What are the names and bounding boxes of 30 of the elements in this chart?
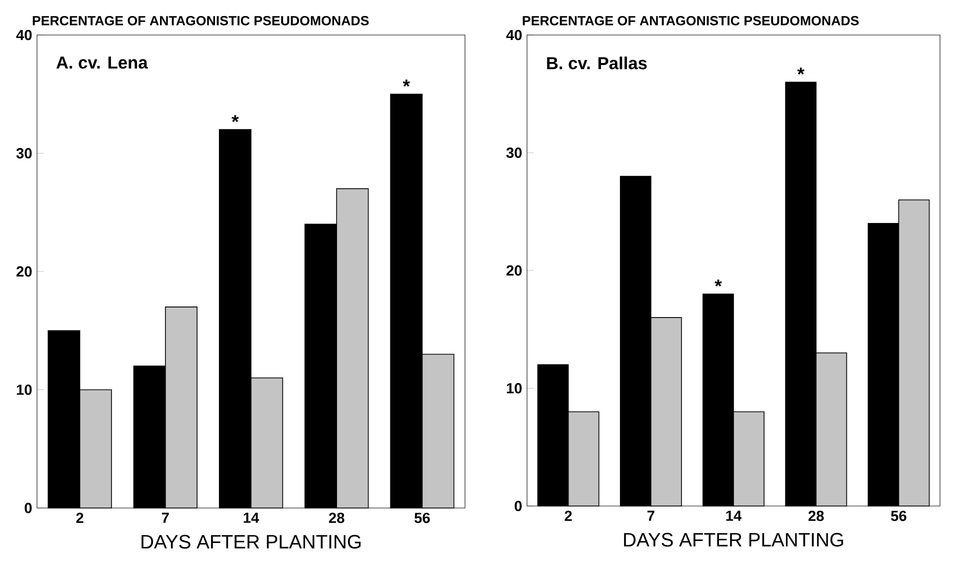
y-tick-label: 40: [16, 30, 32, 40]
annotation: *: [797, 68, 804, 75]
x-tick-label: 28: [328, 512, 344, 524]
x-tick-label: 14: [726, 510, 742, 521]
annotation: B. cv. Pallas: [547, 56, 647, 70]
y-tick-label: 20: [16, 266, 32, 277]
x-tick-label: 2: [564, 510, 572, 521]
x-tick-label: 7: [162, 512, 169, 523]
x-tick-label: 2: [76, 512, 84, 523]
y-axis-title: PERCENTAGE OF ANTAGONISTIC PSEUDOMONADS: [32, 16, 369, 26]
y-tick-label: 30: [16, 148, 32, 158]
x-tick-label: 28: [808, 510, 824, 522]
y-axis-title: PERCENTAGE OF ANTAGONISTIC PSEUDOMONADS: [522, 16, 859, 26]
annotation: *: [714, 280, 722, 287]
y-tick-label: 20: [506, 265, 522, 276]
annotation: *: [402, 80, 410, 87]
y-tick-label: 10: [506, 383, 522, 394]
x-tick-label: 56: [414, 512, 430, 524]
x-tick-label: 14: [244, 512, 260, 523]
y-tick-label: 30: [506, 148, 522, 158]
y-tick-label: 0: [24, 502, 32, 514]
x-tick-label: 56: [891, 510, 906, 522]
annotation: *: [232, 115, 239, 122]
annotation: A. cv. Lena: [56, 56, 148, 69]
x-tick-label: 7: [647, 510, 654, 521]
y-tick-label: 10: [16, 384, 32, 395]
x-axis-title: DAYS AFTER PLANTING: [624, 532, 844, 547]
x-axis-title: DAYS AFTER PLANTING: [142, 534, 361, 549]
y-tick-label: 40: [506, 30, 522, 40]
y-tick-label: 0: [514, 500, 522, 512]
